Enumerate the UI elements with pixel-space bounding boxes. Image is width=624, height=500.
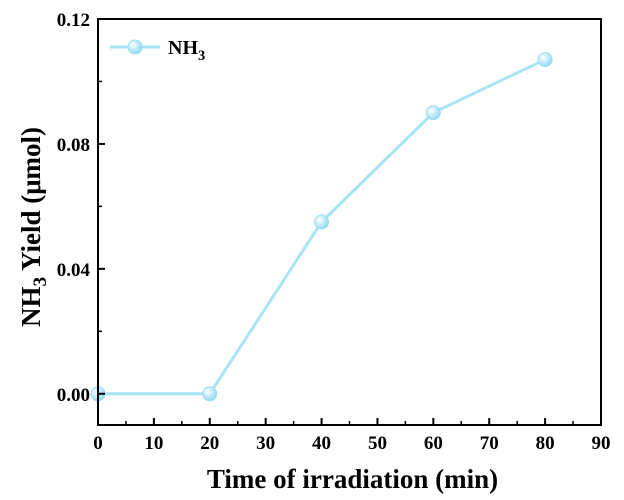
legend: NH3: [110, 37, 205, 64]
x-tick-label: 30: [256, 433, 275, 454]
x-tick-label: 60: [424, 433, 443, 454]
y-tick-label: 0.12: [57, 10, 90, 31]
data-point: [425, 105, 441, 121]
data-point: [537, 52, 553, 68]
y-axis-title: NH3 Yield (μmol): [16, 127, 51, 327]
x-tick-label: 80: [536, 433, 555, 454]
x-tick-label: 70: [480, 433, 499, 454]
plot-area: [90, 52, 553, 402]
y-tick-label: 0.00: [57, 385, 90, 406]
x-axis-title: Time of irradiation (min): [207, 464, 498, 494]
data-point: [314, 214, 330, 230]
legend-label: NH3: [168, 37, 205, 64]
x-tick-label: 50: [368, 433, 387, 454]
axes: 0 10 20 30 40 50 60 70 80 90 0.00 0.04 0.08 0.12 Time …: [16, 10, 611, 494]
plot-frame: [97, 18, 602, 426]
y-tick-label: 0.04: [57, 260, 91, 281]
x-tick-label: 20: [200, 433, 219, 454]
x-tick-label: 40: [312, 433, 331, 454]
legend-marker: [127, 39, 143, 55]
x-tick-label: 90: [592, 433, 611, 454]
y-tick-label: 0.08: [57, 135, 90, 156]
x-tick-label: 10: [144, 433, 163, 454]
x-tick-label: 0: [93, 433, 103, 454]
data-point: [202, 386, 218, 402]
